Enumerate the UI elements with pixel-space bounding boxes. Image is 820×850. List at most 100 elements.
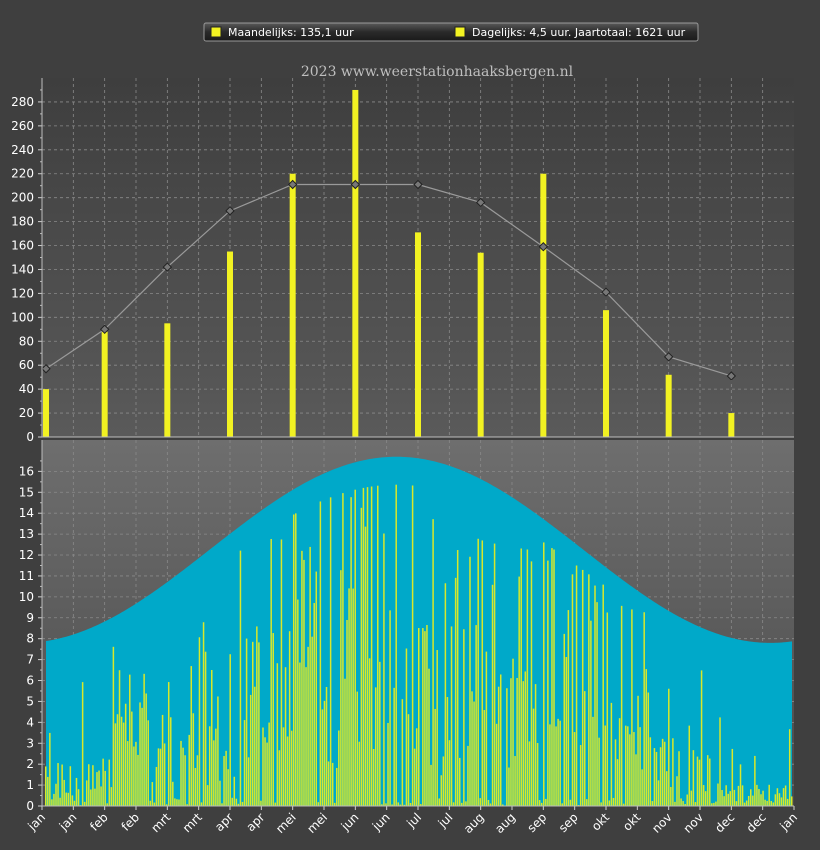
x-tick-label: dec <box>744 810 769 835</box>
x-tick-label: mei <box>273 810 299 836</box>
monthly-bar <box>603 310 609 437</box>
daily-bar <box>49 732 51 806</box>
bottom-y-tick-label: 12 <box>19 548 34 562</box>
daily-bar <box>161 714 164 806</box>
daily-bar <box>159 748 162 806</box>
daily-bar <box>235 798 238 806</box>
daily-bar <box>563 633 566 806</box>
trend-marker <box>601 287 611 297</box>
daily-bar <box>106 803 108 806</box>
daily-bar <box>426 625 428 806</box>
bottom-y-tick-label: 5 <box>26 694 34 708</box>
daily-bar <box>77 789 80 806</box>
monthly-bar <box>415 232 421 437</box>
daily-bar <box>165 804 168 806</box>
daily-bar <box>639 727 641 806</box>
trend-marker <box>538 242 549 252</box>
bottom-y-tick-label: 4 <box>26 715 34 729</box>
daily-bar <box>780 797 783 806</box>
daily-bar <box>432 519 434 806</box>
daily-bar <box>290 730 293 806</box>
daily-bar <box>442 756 445 806</box>
trend-marker <box>162 262 173 272</box>
daily-bar <box>157 748 160 806</box>
daily-bar <box>131 711 133 806</box>
x-tick-label: jun <box>338 810 362 834</box>
legend-monthly-label: Maandelijks: 135,1 uur <box>228 26 354 39</box>
daily-bar <box>624 725 627 806</box>
daily-bar <box>61 764 63 806</box>
daily-bar <box>700 670 703 806</box>
daily-bar <box>540 802 543 806</box>
daily-bar <box>471 691 473 806</box>
top-y-tick-label: 140 <box>11 262 34 276</box>
trend-marker <box>726 371 737 381</box>
daily-bar <box>764 799 766 806</box>
daily-bar <box>286 736 289 806</box>
daily-bar <box>251 641 254 806</box>
daily-bar <box>139 702 141 806</box>
daily-bar <box>596 602 598 806</box>
daily-bar <box>571 574 574 806</box>
x-tick-label: jan <box>56 810 80 834</box>
daily-bar <box>458 757 461 806</box>
daily-bar <box>57 763 59 806</box>
daily-bar <box>573 732 576 806</box>
daily-bar <box>118 670 121 806</box>
daily-bar <box>305 667 307 806</box>
daily-bar <box>438 798 440 806</box>
daily-bar <box>551 548 553 806</box>
daily-bar <box>465 801 467 806</box>
legend: Maandelijks: 135,1 uur Dagelijks: 4,5 uu… <box>203 22 699 42</box>
daily-bar <box>581 569 584 806</box>
daily-bar <box>530 561 533 806</box>
daily-bar <box>598 737 600 806</box>
daily-bar <box>709 758 711 806</box>
daily-bar <box>506 688 508 806</box>
daily-bar <box>665 771 668 806</box>
daily-bar <box>96 772 98 806</box>
daily-bar <box>651 801 654 806</box>
trend-line <box>41 179 737 381</box>
daily-bar <box>698 759 701 806</box>
daily-bar <box>278 750 281 806</box>
daily-bar <box>731 748 734 806</box>
x-tick-label: apr <box>212 810 236 834</box>
monthly-bar <box>101 331 108 437</box>
daily-bar <box>422 628 424 806</box>
daily-bar <box>104 770 106 806</box>
daily-bar <box>180 740 182 806</box>
daily-bar <box>167 682 170 806</box>
bottom-y-tick-label: 8 <box>26 632 34 646</box>
daily-bar <box>622 803 625 806</box>
daily-bar <box>788 729 791 806</box>
trend-marker <box>663 352 674 362</box>
daily-bar <box>610 702 613 806</box>
daily-bar <box>321 709 324 806</box>
daily-bar <box>475 625 477 806</box>
daily-bar <box>616 759 619 806</box>
daily-bar <box>258 642 260 806</box>
daily-bar <box>83 801 86 806</box>
daily-bar <box>727 793 729 806</box>
daily-bar <box>456 550 459 806</box>
x-tick-label: mrt <box>180 810 205 835</box>
x-tick-label: jan <box>777 810 801 834</box>
daily-bar <box>303 559 305 806</box>
daily-bar <box>684 804 686 806</box>
daily-bar <box>612 797 615 806</box>
bottom-y-tick-label: 0 <box>26 799 34 813</box>
daily-bar <box>110 787 113 806</box>
bottom-y-tick-label: 16 <box>19 464 34 478</box>
legend-daily-swatch <box>454 26 466 38</box>
daily-bar <box>791 796 793 806</box>
daily-bar <box>586 799 588 806</box>
top-y-tick-label: 80 <box>19 334 34 348</box>
daily-bar <box>733 789 736 806</box>
daily-bar <box>407 714 410 806</box>
monthly-bar <box>477 252 484 437</box>
daily-bar <box>141 707 143 806</box>
daily-bar <box>776 788 779 806</box>
daily-bar <box>241 801 244 806</box>
